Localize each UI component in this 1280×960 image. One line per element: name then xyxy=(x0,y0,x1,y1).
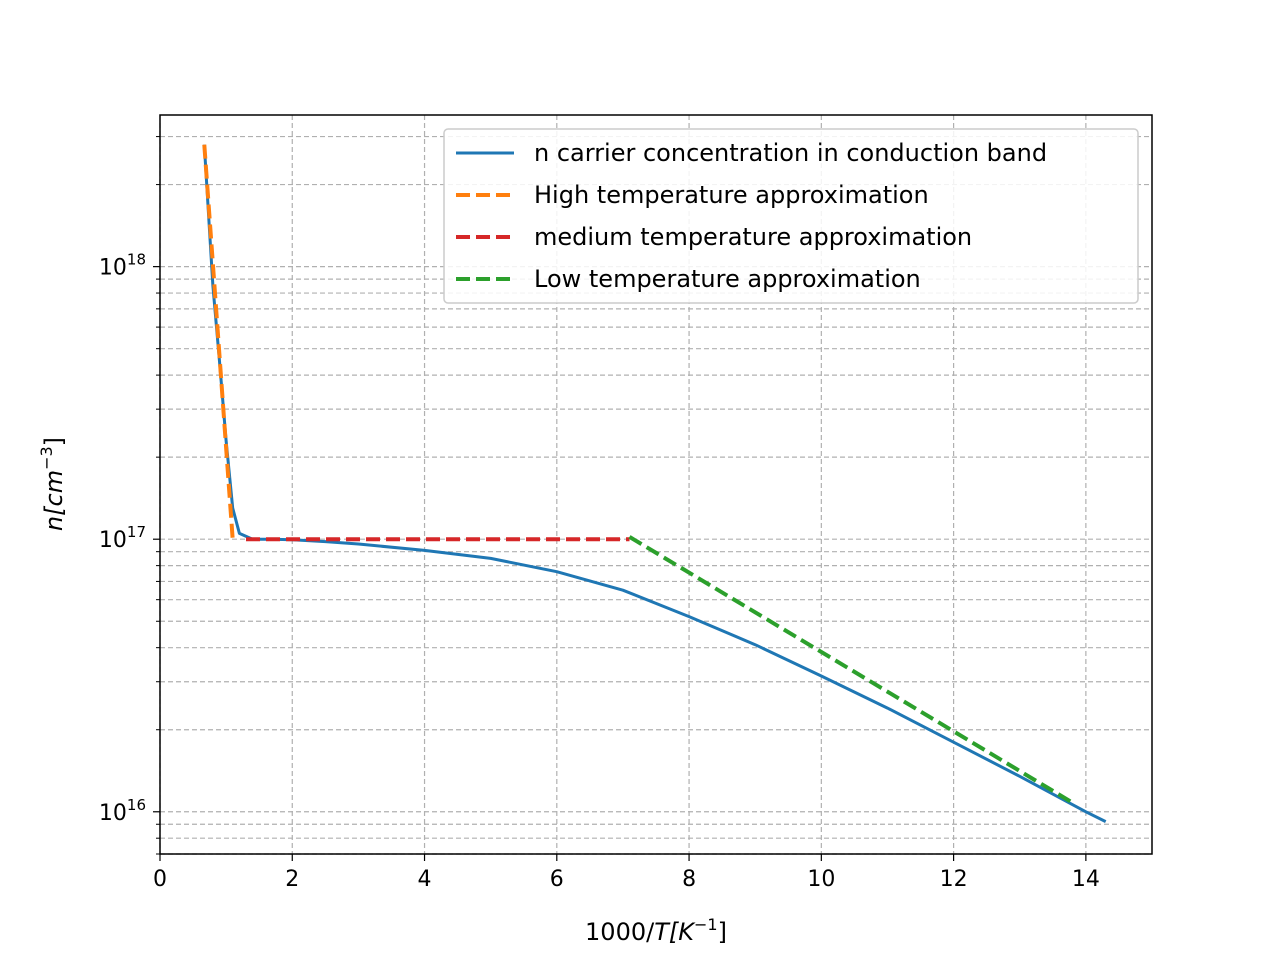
legend-label: Low temperature approximation xyxy=(534,265,921,293)
y-tick-label: 1016 xyxy=(99,796,146,826)
x-tick-label: 0 xyxy=(153,867,167,892)
legend: n carrier concentration in conduction ba… xyxy=(443,128,1139,304)
y-tick-label: 1017 xyxy=(99,523,146,553)
x-tick-label: 6 xyxy=(550,867,564,892)
x-axis-label: 1000/T[K−1] xyxy=(585,915,727,946)
y-tick-label: 1018 xyxy=(99,251,146,281)
x-tick-label: 8 xyxy=(682,867,696,892)
legend-label: High temperature approximation xyxy=(534,181,929,209)
x-axis: 0 2 4 6 8 10 12 14 xyxy=(153,854,1100,892)
legend-box xyxy=(443,128,1139,304)
legend-label: n carrier concentration in conduction ba… xyxy=(534,139,1047,167)
legend-label: medium temperature approximation xyxy=(534,223,972,251)
x-tick-label: 14 xyxy=(1072,867,1100,892)
plot-area xyxy=(202,144,1107,823)
plot-frame xyxy=(159,114,1153,855)
x-tick-label: 2 xyxy=(285,867,299,892)
series-line-2 xyxy=(202,144,235,540)
x-tick-label: 12 xyxy=(940,867,968,892)
y-axis-label: n[cm−3] xyxy=(37,437,68,531)
x-tick-label: 4 xyxy=(418,867,432,892)
y-axis: 1016 1017 1018 xyxy=(99,136,160,855)
series-line-4 xyxy=(628,535,1074,805)
x-tick-label: 10 xyxy=(807,867,835,892)
